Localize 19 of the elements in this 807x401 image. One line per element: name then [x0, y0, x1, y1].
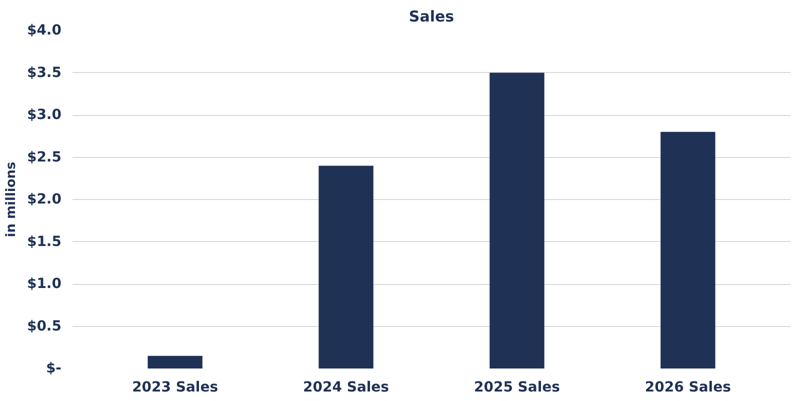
- x-tick-label: 2024 Sales: [303, 380, 390, 396]
- y-axis-title: in millions: [4, 161, 19, 238]
- x-tick-label: 2026 Sales: [644, 380, 731, 396]
- y-tick-label: $-: [46, 360, 62, 376]
- y-tick-label: $3.0: [26, 107, 62, 123]
- y-tick-label: $4.0: [26, 22, 62, 38]
- y-tick-label: $1.5: [26, 234, 62, 250]
- bar: [660, 132, 716, 368]
- y-tick-label: $3.5: [26, 64, 62, 81]
- y-tick-label: $1.0: [26, 276, 62, 292]
- bar: [490, 72, 544, 368]
- chart-title: Sales: [408, 8, 454, 26]
- x-tick-label: 2025 Sales: [474, 380, 560, 396]
- y-tick-label: $0.5: [26, 318, 62, 334]
- y-tick-label: $2.0: [26, 192, 62, 208]
- x-tick-label: 2023 Sales: [132, 380, 218, 396]
- bar: [318, 166, 374, 368]
- y-tick-label: $2.5: [26, 149, 62, 166]
- bar: [148, 356, 202, 368]
